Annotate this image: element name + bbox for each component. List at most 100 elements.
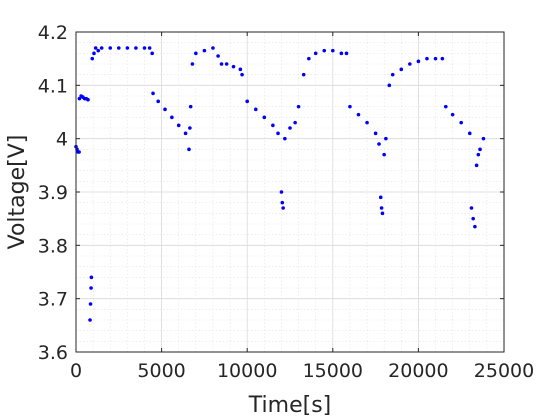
data-point (88, 318, 92, 322)
data-point (92, 51, 96, 56)
data-point (356, 112, 361, 117)
x-tick-label: 10000 (217, 360, 277, 382)
data-point (88, 302, 93, 306)
data-point (296, 104, 301, 109)
data-point (379, 206, 384, 210)
data-point (469, 206, 474, 210)
data-point (382, 152, 386, 157)
data-points (74, 46, 486, 322)
data-point (245, 99, 249, 104)
data-point (77, 150, 81, 154)
data-point (89, 275, 94, 280)
data-point (281, 206, 285, 210)
data-point (190, 62, 195, 66)
data-point (134, 46, 138, 50)
data-point (288, 126, 292, 130)
y-tick-label: 3.8 (38, 235, 68, 257)
data-point (156, 99, 160, 104)
data-point (219, 62, 224, 66)
y-tick-label: 3.7 (38, 289, 68, 311)
data-point (279, 190, 284, 194)
y-tick-label: 3.6 (38, 342, 68, 364)
data-point (231, 64, 236, 69)
data-point (365, 120, 369, 125)
data-point (262, 115, 267, 120)
data-point (339, 51, 344, 56)
data-point (90, 56, 95, 61)
data-point (187, 147, 191, 152)
data-point (150, 51, 154, 56)
data-point (216, 54, 220, 58)
data-point (280, 200, 285, 205)
data-point (481, 136, 486, 141)
x-tick-label: 25000 (474, 360, 534, 382)
data-point (476, 152, 481, 157)
y-tick-label: 4.2 (38, 22, 68, 44)
data-point (433, 56, 438, 61)
y-axis-label: Voltage[V] (5, 135, 30, 250)
x-tick-label: 20000 (388, 360, 448, 382)
data-point (99, 46, 104, 50)
data-point (313, 51, 318, 56)
data-point (86, 97, 90, 102)
data-point (188, 104, 193, 109)
data-point (151, 91, 155, 96)
x-tick-label: 0 (70, 360, 82, 382)
data-point (378, 195, 383, 200)
data-point (390, 72, 395, 77)
data-point (293, 120, 297, 125)
data-point (238, 67, 243, 72)
data-point (471, 216, 475, 221)
data-point (253, 107, 258, 112)
data-point (344, 51, 349, 56)
data-point (108, 46, 113, 50)
y-tick-label: 3.9 (38, 182, 68, 204)
data-point (348, 104, 352, 109)
data-point (478, 147, 482, 152)
x-tick-label: 5000 (137, 360, 185, 382)
data-point (117, 46, 121, 50)
data-point (224, 62, 229, 66)
data-point (283, 136, 287, 141)
data-point (467, 131, 472, 136)
data-point (450, 112, 455, 117)
data-point (377, 142, 381, 146)
data-point (142, 46, 147, 50)
data-point (425, 56, 429, 61)
data-point (194, 51, 198, 56)
data-point (307, 56, 311, 61)
data-point (399, 67, 404, 72)
data-point (276, 131, 280, 136)
data-point (373, 131, 378, 136)
data-point (459, 120, 464, 125)
x-axis-label: Time[s] (248, 393, 331, 418)
grid (75, 31, 505, 353)
x-tick-label: 15000 (303, 360, 363, 382)
data-point (301, 72, 306, 77)
data-point (474, 163, 479, 168)
data-point (271, 123, 275, 128)
data-point (440, 56, 445, 61)
data-point (322, 48, 327, 53)
y-axis-ticks: 3.6 3.7 3.8 3.9 4 4.1 4.2 (38, 22, 504, 364)
data-point (77, 96, 82, 101)
y-tick-label: 4 (56, 129, 68, 151)
data-point (170, 115, 174, 120)
data-point (384, 136, 388, 141)
data-point (93, 46, 98, 50)
data-point (380, 211, 385, 216)
data-point (89, 286, 93, 290)
data-point (387, 83, 392, 88)
data-point (443, 104, 448, 109)
data-point (240, 72, 244, 77)
y-tick-label: 4.1 (38, 75, 68, 97)
data-point (408, 62, 412, 66)
data-point (176, 123, 181, 128)
data-point (147, 46, 152, 50)
data-point (125, 46, 130, 50)
data-point (163, 107, 167, 112)
data-point (331, 48, 335, 53)
data-point (416, 59, 421, 64)
data-point (202, 48, 207, 53)
